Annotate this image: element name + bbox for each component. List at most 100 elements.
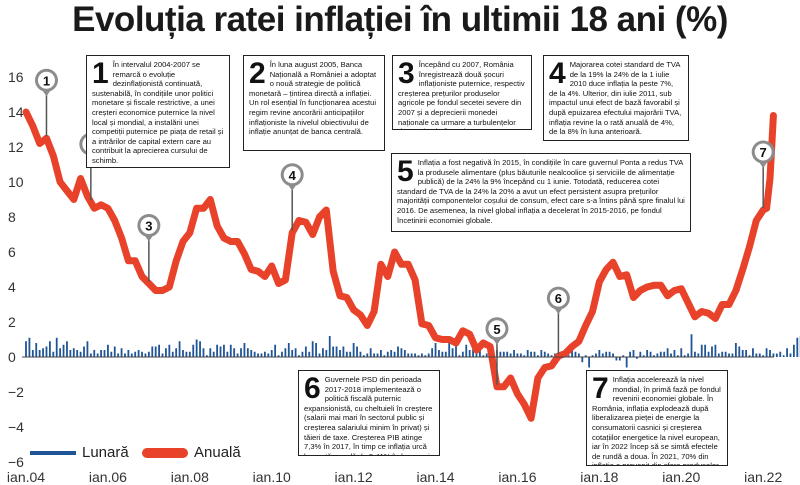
- monthly-bar: [741, 350, 744, 357]
- monthly-bar: [721, 351, 724, 357]
- monthly-bar: [765, 348, 768, 357]
- monthly-bar: [523, 355, 526, 357]
- monthly-bar: [427, 353, 430, 357]
- monthly-bar: [31, 350, 34, 357]
- note-text: Începând cu 2007, România înregistrează …: [398, 60, 525, 129]
- monthly-bar: [96, 353, 99, 357]
- monthly-bar: [219, 346, 222, 357]
- monthly-bar: [499, 351, 502, 357]
- monthly-bar: [687, 353, 689, 357]
- monthly-bar: [72, 348, 75, 357]
- monthly-bar: [625, 357, 628, 368]
- annotation-pin-face: [549, 289, 567, 307]
- monthly-bar: [704, 344, 707, 357]
- monthly-bar: [393, 351, 396, 357]
- monthly-bar: [663, 351, 666, 357]
- monthly-bar: [581, 357, 584, 363]
- annotation-pin-face: [140, 217, 158, 234]
- monthly-bar: [240, 348, 242, 357]
- monthly-bar: [318, 353, 321, 357]
- annotation-number: 1: [43, 73, 50, 88]
- monthly-bar: [639, 351, 642, 357]
- monthly-bar: [615, 357, 618, 361]
- monthly-bar: [144, 353, 147, 357]
- y-tick-label: 6: [8, 244, 16, 260]
- monthly-bar: [158, 344, 161, 357]
- monthly-bar: [605, 351, 608, 357]
- monthly-bar: [298, 355, 300, 357]
- monthly-bar: [55, 337, 58, 357]
- x-tick-label: ian.16: [498, 469, 536, 485]
- monthly-bar: [601, 353, 604, 357]
- annotation-marker: 6: [546, 286, 570, 355]
- monthly-bar: [434, 343, 437, 357]
- monthly-bar: [598, 350, 601, 357]
- monthly-bar: [530, 351, 533, 357]
- monthly-bar: [141, 351, 143, 357]
- monthly-bar: [683, 355, 686, 357]
- y-tick-label: 4: [8, 279, 16, 295]
- monthly-bar: [103, 350, 106, 357]
- monthly-bar: [595, 353, 597, 357]
- monthly-bar: [694, 351, 696, 357]
- monthly-bar: [700, 344, 703, 357]
- monthly-bar: [79, 351, 82, 357]
- monthly-bar: [322, 348, 324, 357]
- monthly-bar: [519, 353, 522, 357]
- x-tick-label: ian.10: [253, 469, 291, 485]
- monthly-bar: [782, 355, 785, 357]
- monthly-bar: [362, 355, 365, 357]
- monthly-bar: [734, 343, 737, 357]
- monthly-bar: [516, 353, 519, 357]
- monthly-bar: [45, 346, 48, 357]
- note-4: 4 Majorarea cotei standard de TVA de la 1…: [543, 55, 689, 141]
- monthly-bar: [260, 353, 263, 357]
- monthly-bar: [448, 336, 451, 357]
- monthly-bar: [659, 351, 662, 357]
- annotation-number: 4: [289, 168, 297, 183]
- note-7: 7 Inflația accelerează la nivel mondial, …: [586, 370, 728, 466]
- y-tick-label: 12: [8, 139, 24, 155]
- monthly-bar: [485, 353, 488, 357]
- monthly-bar: [502, 351, 505, 357]
- monthly-bar: [509, 353, 512, 357]
- monthly-bar: [345, 351, 348, 357]
- monthly-bar: [117, 353, 120, 357]
- monthly-bar: [745, 350, 748, 357]
- monthly-bar: [458, 355, 461, 357]
- monthly-bar: [635, 357, 638, 359]
- monthly-bar: [451, 348, 454, 357]
- monthly-bar: [246, 348, 249, 357]
- monthly-bar: [755, 353, 758, 357]
- monthly-bar: [168, 344, 171, 357]
- monthly-bar: [83, 346, 85, 357]
- monthly-bar: [444, 351, 447, 357]
- monthly-bar: [574, 351, 577, 357]
- note-2: 2 În luna august 2005, Banca Națională a …: [243, 55, 385, 151]
- note-text: În intervalul 2004-2007 se remarcă o evo…: [92, 60, 224, 165]
- monthly-bar: [342, 346, 345, 357]
- monthly-bar: [301, 351, 304, 357]
- y-tick-label: −4: [8, 419, 24, 435]
- monthly-bar: [738, 346, 741, 357]
- y-tick-label: 8: [8, 209, 16, 225]
- monthly-bar: [731, 353, 734, 357]
- monthly-bar: [431, 348, 434, 357]
- monthly-bar: [339, 350, 341, 357]
- monthly-bar: [386, 351, 389, 357]
- note-number: 5: [397, 155, 414, 188]
- x-tick-label: ian.20: [662, 469, 700, 485]
- legend-item-monthly: Lunară: [30, 444, 129, 461]
- x-tick-label: ian.04: [7, 469, 45, 485]
- monthly-bar: [724, 351, 727, 357]
- annotation-number: 6: [555, 291, 562, 306]
- monthly-bar: [584, 355, 587, 357]
- monthly-bar: [591, 355, 594, 357]
- monthly-bar: [533, 351, 536, 357]
- monthly-bar: [223, 344, 225, 357]
- monthly-bar: [284, 348, 287, 357]
- monthly-bar: [424, 355, 427, 357]
- monthly-bar: [147, 351, 150, 357]
- monthly-bar: [475, 353, 478, 357]
